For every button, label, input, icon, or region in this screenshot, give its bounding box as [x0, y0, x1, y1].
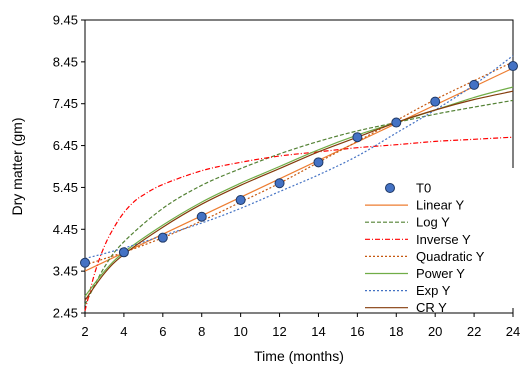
legend-label-inverse-y: Inverse Y	[416, 232, 471, 247]
legend-label-log-y: Log Y	[416, 215, 450, 230]
x-tick-label: 6	[159, 324, 166, 339]
y-tick-label: 4.45	[53, 222, 78, 237]
y-tick-label: 2.45	[53, 306, 78, 321]
legend-label-linear-y: Linear Y	[416, 198, 465, 213]
x-tick-label: 20	[428, 324, 442, 339]
data-point	[274, 178, 285, 189]
series-linear-y	[84, 67, 514, 272]
x-axis-ticks: 2 4 6 8 10 12 14 16 18 20 22 24	[81, 313, 520, 339]
data-point	[352, 132, 363, 143]
x-tick-label: 10	[233, 324, 247, 339]
y-tick-label: 3.45	[53, 264, 78, 279]
data-point	[196, 211, 207, 222]
series-log-y	[84, 99, 514, 305]
data-point	[118, 247, 129, 258]
data-points	[80, 61, 518, 268]
x-tick-label: 24	[506, 324, 520, 339]
x-tick-label: 2	[81, 324, 88, 339]
data-point	[469, 79, 480, 90]
y-tick-label: 6.45	[53, 138, 78, 153]
data-point	[157, 232, 168, 243]
legend: T0 Linear Y Log Y Inverse Y Quadratic Y Power…	[365, 168, 515, 315]
legend-label-power-y: Power Y	[416, 266, 465, 281]
x-tick-label: 22	[467, 324, 481, 339]
x-tick-label: 18	[389, 324, 403, 339]
y-tick-label: 8.45	[53, 54, 78, 69]
data-point	[430, 96, 441, 107]
legend-label-cr-y: CR Y	[416, 300, 447, 315]
series-inverse-y	[84, 136, 514, 312]
data-point	[313, 157, 324, 168]
y-tick-label: 9.45	[53, 13, 78, 28]
legend-marker-t0	[385, 183, 395, 193]
y-tick-label: 5.45	[53, 180, 78, 195]
data-point	[235, 194, 246, 205]
x-tick-label: 4	[120, 324, 127, 339]
x-tick-label: 16	[350, 324, 364, 339]
legend-label-exp-y: Exp Y	[416, 283, 451, 298]
data-point	[391, 117, 402, 128]
legend-label-quadratic-y: Quadratic Y	[416, 249, 485, 264]
y-axis-ticks: 2.45 3.45 4.45 5.45 6.45 7.45 8.45 9.45	[53, 13, 85, 321]
plot-frame	[84, 19, 514, 314]
y-tick-label: 7.45	[53, 96, 78, 111]
y-axis-title: Dry matter (gm)	[9, 118, 25, 216]
x-axis-title: Time (months)	[254, 348, 344, 364]
x-tick-label: 14	[311, 324, 325, 339]
data-point	[508, 61, 518, 72]
plot-border	[84, 19, 514, 314]
legend-label-t0: T0	[416, 181, 431, 196]
data-point	[80, 257, 90, 268]
x-tick-label: 12	[272, 324, 286, 339]
series-quadratic-y	[84, 61, 514, 266]
x-tick-label: 8	[198, 324, 205, 339]
